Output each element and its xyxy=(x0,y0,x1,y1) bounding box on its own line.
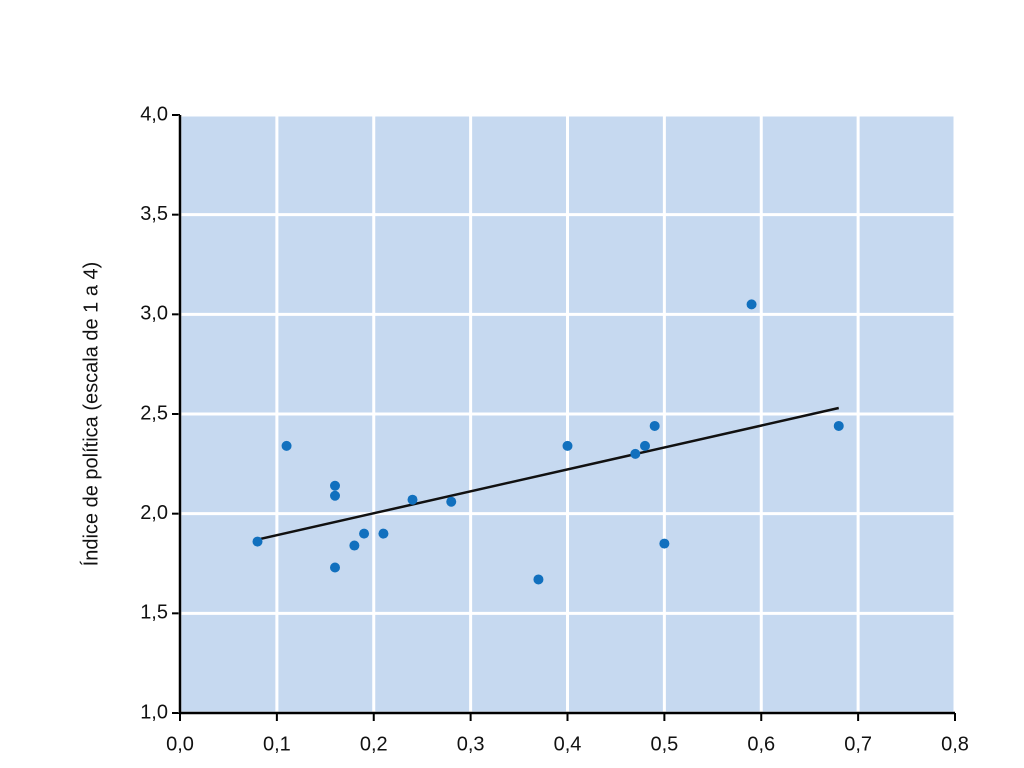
point xyxy=(659,538,670,549)
y-tick-label: 2,5 xyxy=(140,402,168,424)
point xyxy=(746,299,757,310)
x-tick-label: 0,8 xyxy=(941,733,969,755)
point xyxy=(533,574,544,585)
y-tick-label: 1,5 xyxy=(140,602,168,624)
point xyxy=(252,536,263,547)
y-axis-label: Índice de política (escala de 1 a 4) xyxy=(79,262,102,567)
y-tick-label: 4,0 xyxy=(140,103,168,125)
point xyxy=(330,480,340,491)
point xyxy=(630,448,641,459)
point xyxy=(359,528,370,539)
y-tick-label: 3,5 xyxy=(140,203,168,225)
point xyxy=(833,420,844,431)
x-tick-label: 0,3 xyxy=(457,733,485,755)
point xyxy=(649,420,660,431)
x-tick-label: 0,2 xyxy=(360,733,388,755)
point xyxy=(330,562,340,573)
y-tick-label: 2,0 xyxy=(140,502,168,524)
point xyxy=(446,496,457,507)
point xyxy=(562,440,573,451)
y-tick-label: 3,0 xyxy=(140,303,168,325)
point xyxy=(640,440,650,451)
y-tick-label: 1,0 xyxy=(140,701,168,723)
x-tick-label: 0,7 xyxy=(844,733,872,755)
point xyxy=(281,440,292,451)
x-tick-label: 0,6 xyxy=(747,733,775,755)
point xyxy=(378,528,389,539)
x-tick-label: 0,1 xyxy=(263,733,291,755)
point xyxy=(407,494,418,505)
x-tick-label: 0,4 xyxy=(554,733,582,755)
x-tick-label: 0,5 xyxy=(650,733,678,755)
x-tick-label: 0,0 xyxy=(166,733,194,755)
point xyxy=(349,540,360,551)
point xyxy=(330,490,340,501)
trend-line xyxy=(257,406,840,541)
